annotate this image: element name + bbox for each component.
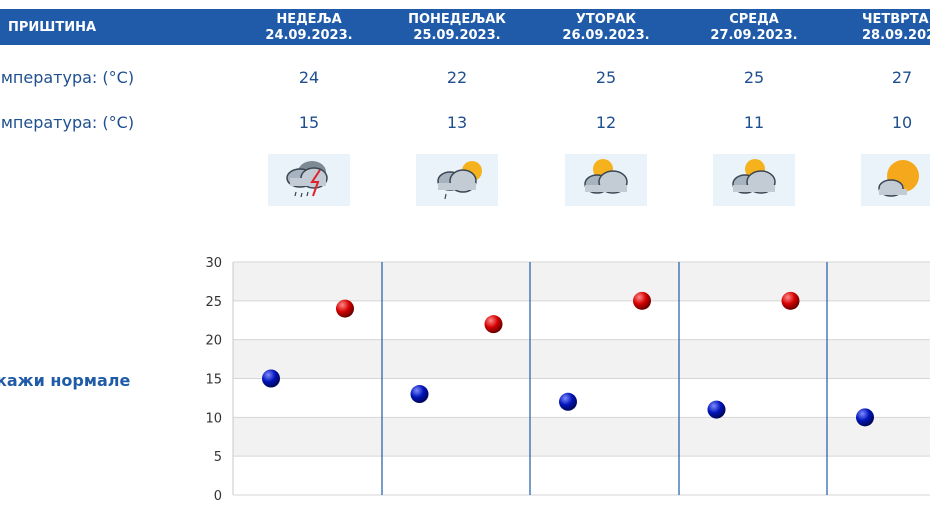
min-temp-point <box>559 392 577 411</box>
max-temp-point <box>336 299 354 318</box>
min-temp-point <box>707 400 726 419</box>
partly-cloudy-icon <box>713 154 795 206</box>
temperature-chart: 0 5 10 15 20 25 30 <box>205 256 930 504</box>
min-temp-point <box>262 369 280 388</box>
show-normals-link[interactable]: кажи нормале <box>0 371 131 390</box>
max-temp-value: 25 <box>595 68 617 87</box>
min-temp-value: 12 <box>595 113 617 132</box>
max-temp-value: 25 <box>743 68 765 87</box>
grid-band <box>233 339 930 379</box>
min-temp-point <box>856 408 874 427</box>
y-tick-label: 5 <box>214 450 222 465</box>
max-temp-point <box>484 315 503 334</box>
grid-band <box>233 262 930 301</box>
y-tick-label: 30 <box>205 256 222 271</box>
y-tick-label: 10 <box>205 411 222 426</box>
max-temp-value: 27 <box>891 68 913 87</box>
grid-band <box>233 456 930 495</box>
max-temp-value: 22 <box>446 68 468 87</box>
min-temp-value: 15 <box>298 113 320 132</box>
day-name: СРЕДА <box>729 12 779 27</box>
max-temp-label: емпература: (°C) <box>0 68 135 87</box>
max-temp-point <box>633 291 651 310</box>
day-header-4: СРЕДА 27.09.2023. <box>684 12 824 44</box>
min-temp-value: 10 <box>891 113 913 132</box>
mostly-sunny-icon <box>861 154 930 206</box>
grid-band <box>233 378 930 418</box>
min-temp-value: 13 <box>446 113 468 132</box>
day-date: 27.09.2023. <box>710 28 798 43</box>
day-date: 26.09.2023. <box>562 28 650 43</box>
max-temp-point <box>781 291 800 310</box>
day-date: 28.09.202 <box>862 28 930 43</box>
city-name: ПРИШТИНА <box>8 20 97 35</box>
y-tick-label: 15 <box>205 373 222 388</box>
day-name: ПОНЕДЕЉАК <box>408 12 506 27</box>
day-date: 25.09.2023. <box>413 28 501 43</box>
grid-band <box>233 417 930 457</box>
day-header-5: ЧЕТВРТА 28.09.202 <box>862 12 930 44</box>
day-header-2: ПОНЕДЕЉАК 25.09.2023. <box>387 12 527 44</box>
partly-cloudy-light-rain-icon <box>416 154 498 206</box>
day-header-3: УТОРАК 26.09.2023. <box>536 12 676 44</box>
min-temp-value: 11 <box>743 113 765 132</box>
day-header-1: НЕДЕЉА 24.09.2023. <box>239 12 379 44</box>
y-tick-label: 0 <box>214 489 222 504</box>
day-date: 24.09.2023. <box>265 28 353 43</box>
day-name: НЕДЕЉА <box>276 12 342 27</box>
y-tick-label: 20 <box>205 334 222 349</box>
max-temp-value: 24 <box>298 68 320 87</box>
day-name: ЧЕТВРТА <box>862 12 929 27</box>
day-name: УТОРАК <box>575 12 637 27</box>
min-temp-point <box>410 385 429 404</box>
thunderstorm-rain-icon <box>268 154 350 206</box>
partly-cloudy-icon <box>565 154 647 206</box>
header-bar <box>0 9 930 45</box>
min-temp-label: емпература: (°C) <box>0 113 135 132</box>
y-tick-label: 25 <box>205 295 222 310</box>
